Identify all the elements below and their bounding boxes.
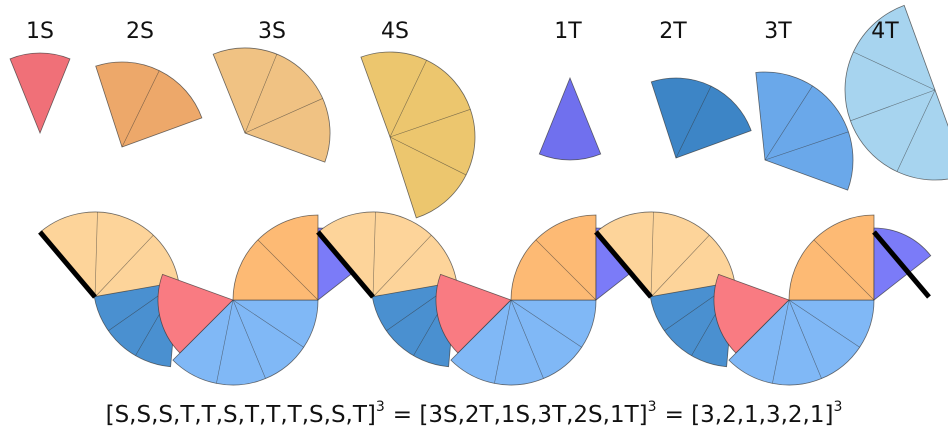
- piece-label: 3T: [764, 19, 792, 44]
- wedge: [10, 53, 70, 133]
- piece-label: 3S: [258, 19, 286, 44]
- piece-label: 4T: [871, 19, 899, 44]
- wedge: [361, 52, 475, 218]
- piece-label: 1T: [554, 19, 582, 44]
- wedge-shapes: [10, 5, 948, 385]
- wedge: [96, 62, 202, 147]
- formula-part: [S,S,S,T,T,S,T,T,T,S,S,T]: [106, 402, 376, 428]
- exponent: 3: [376, 399, 385, 415]
- exponent: 3: [648, 399, 657, 415]
- piece-label: 2S: [126, 19, 154, 44]
- wedge: [651, 78, 751, 158]
- formula-part: = [3,2,1,3,2,1]: [665, 402, 834, 428]
- piece-labels: 1S 2S 3S 4S 1T 2T 3T 4T: [26, 19, 899, 44]
- piece-label: 4S: [381, 19, 409, 44]
- formula-part: = [3S,2T,1S,3T,2S,1T]: [393, 402, 648, 428]
- wedge: [213, 48, 330, 162]
- piece-label: 1S: [26, 19, 54, 44]
- wedge: [539, 78, 600, 160]
- piece-label: 2T: [659, 19, 687, 44]
- formula: [S,S,S,T,T,S,T,T,T,S,S,T]3= [3S,2T,1S,3T…: [106, 399, 843, 428]
- diagram: 1S 2S 3S 4S 1T 2T 3T 4T [S,S,S,T,T,S,T,T…: [0, 0, 948, 435]
- exponent: 3: [833, 399, 842, 415]
- wedge: [756, 72, 853, 190]
